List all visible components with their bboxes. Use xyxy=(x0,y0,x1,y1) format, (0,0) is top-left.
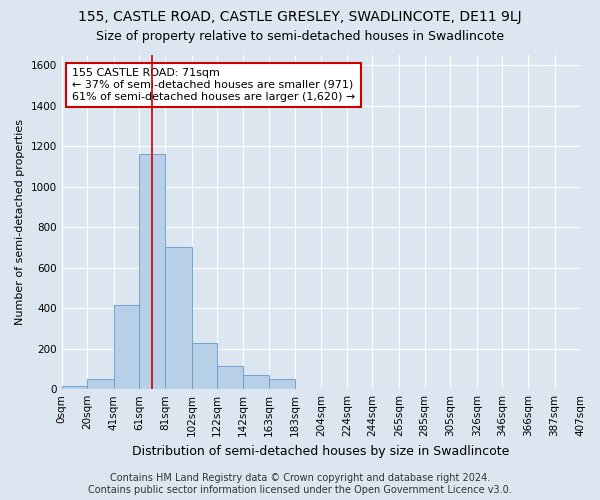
Text: 155 CASTLE ROAD: 71sqm
← 37% of semi-detached houses are smaller (971)
61% of se: 155 CASTLE ROAD: 71sqm ← 37% of semi-det… xyxy=(72,68,355,102)
Y-axis label: Number of semi-detached properties: Number of semi-detached properties xyxy=(15,119,25,325)
Bar xyxy=(114,305,139,389)
Text: Size of property relative to semi-detached houses in Swadlincote: Size of property relative to semi-detach… xyxy=(96,30,504,43)
Bar xyxy=(139,154,165,389)
Text: Contains HM Land Registry data © Crown copyright and database right 2024.
Contai: Contains HM Land Registry data © Crown c… xyxy=(88,474,512,495)
X-axis label: Distribution of semi-detached houses by size in Swadlincote: Distribution of semi-detached houses by … xyxy=(132,444,509,458)
Bar xyxy=(191,342,217,389)
Bar xyxy=(217,366,242,389)
Bar xyxy=(165,248,191,389)
Bar xyxy=(62,386,87,389)
Text: 155, CASTLE ROAD, CASTLE GRESLEY, SWADLINCOTE, DE11 9LJ: 155, CASTLE ROAD, CASTLE GRESLEY, SWADLI… xyxy=(78,10,522,24)
Bar xyxy=(87,379,114,389)
Bar xyxy=(269,379,295,389)
Bar xyxy=(242,375,269,389)
